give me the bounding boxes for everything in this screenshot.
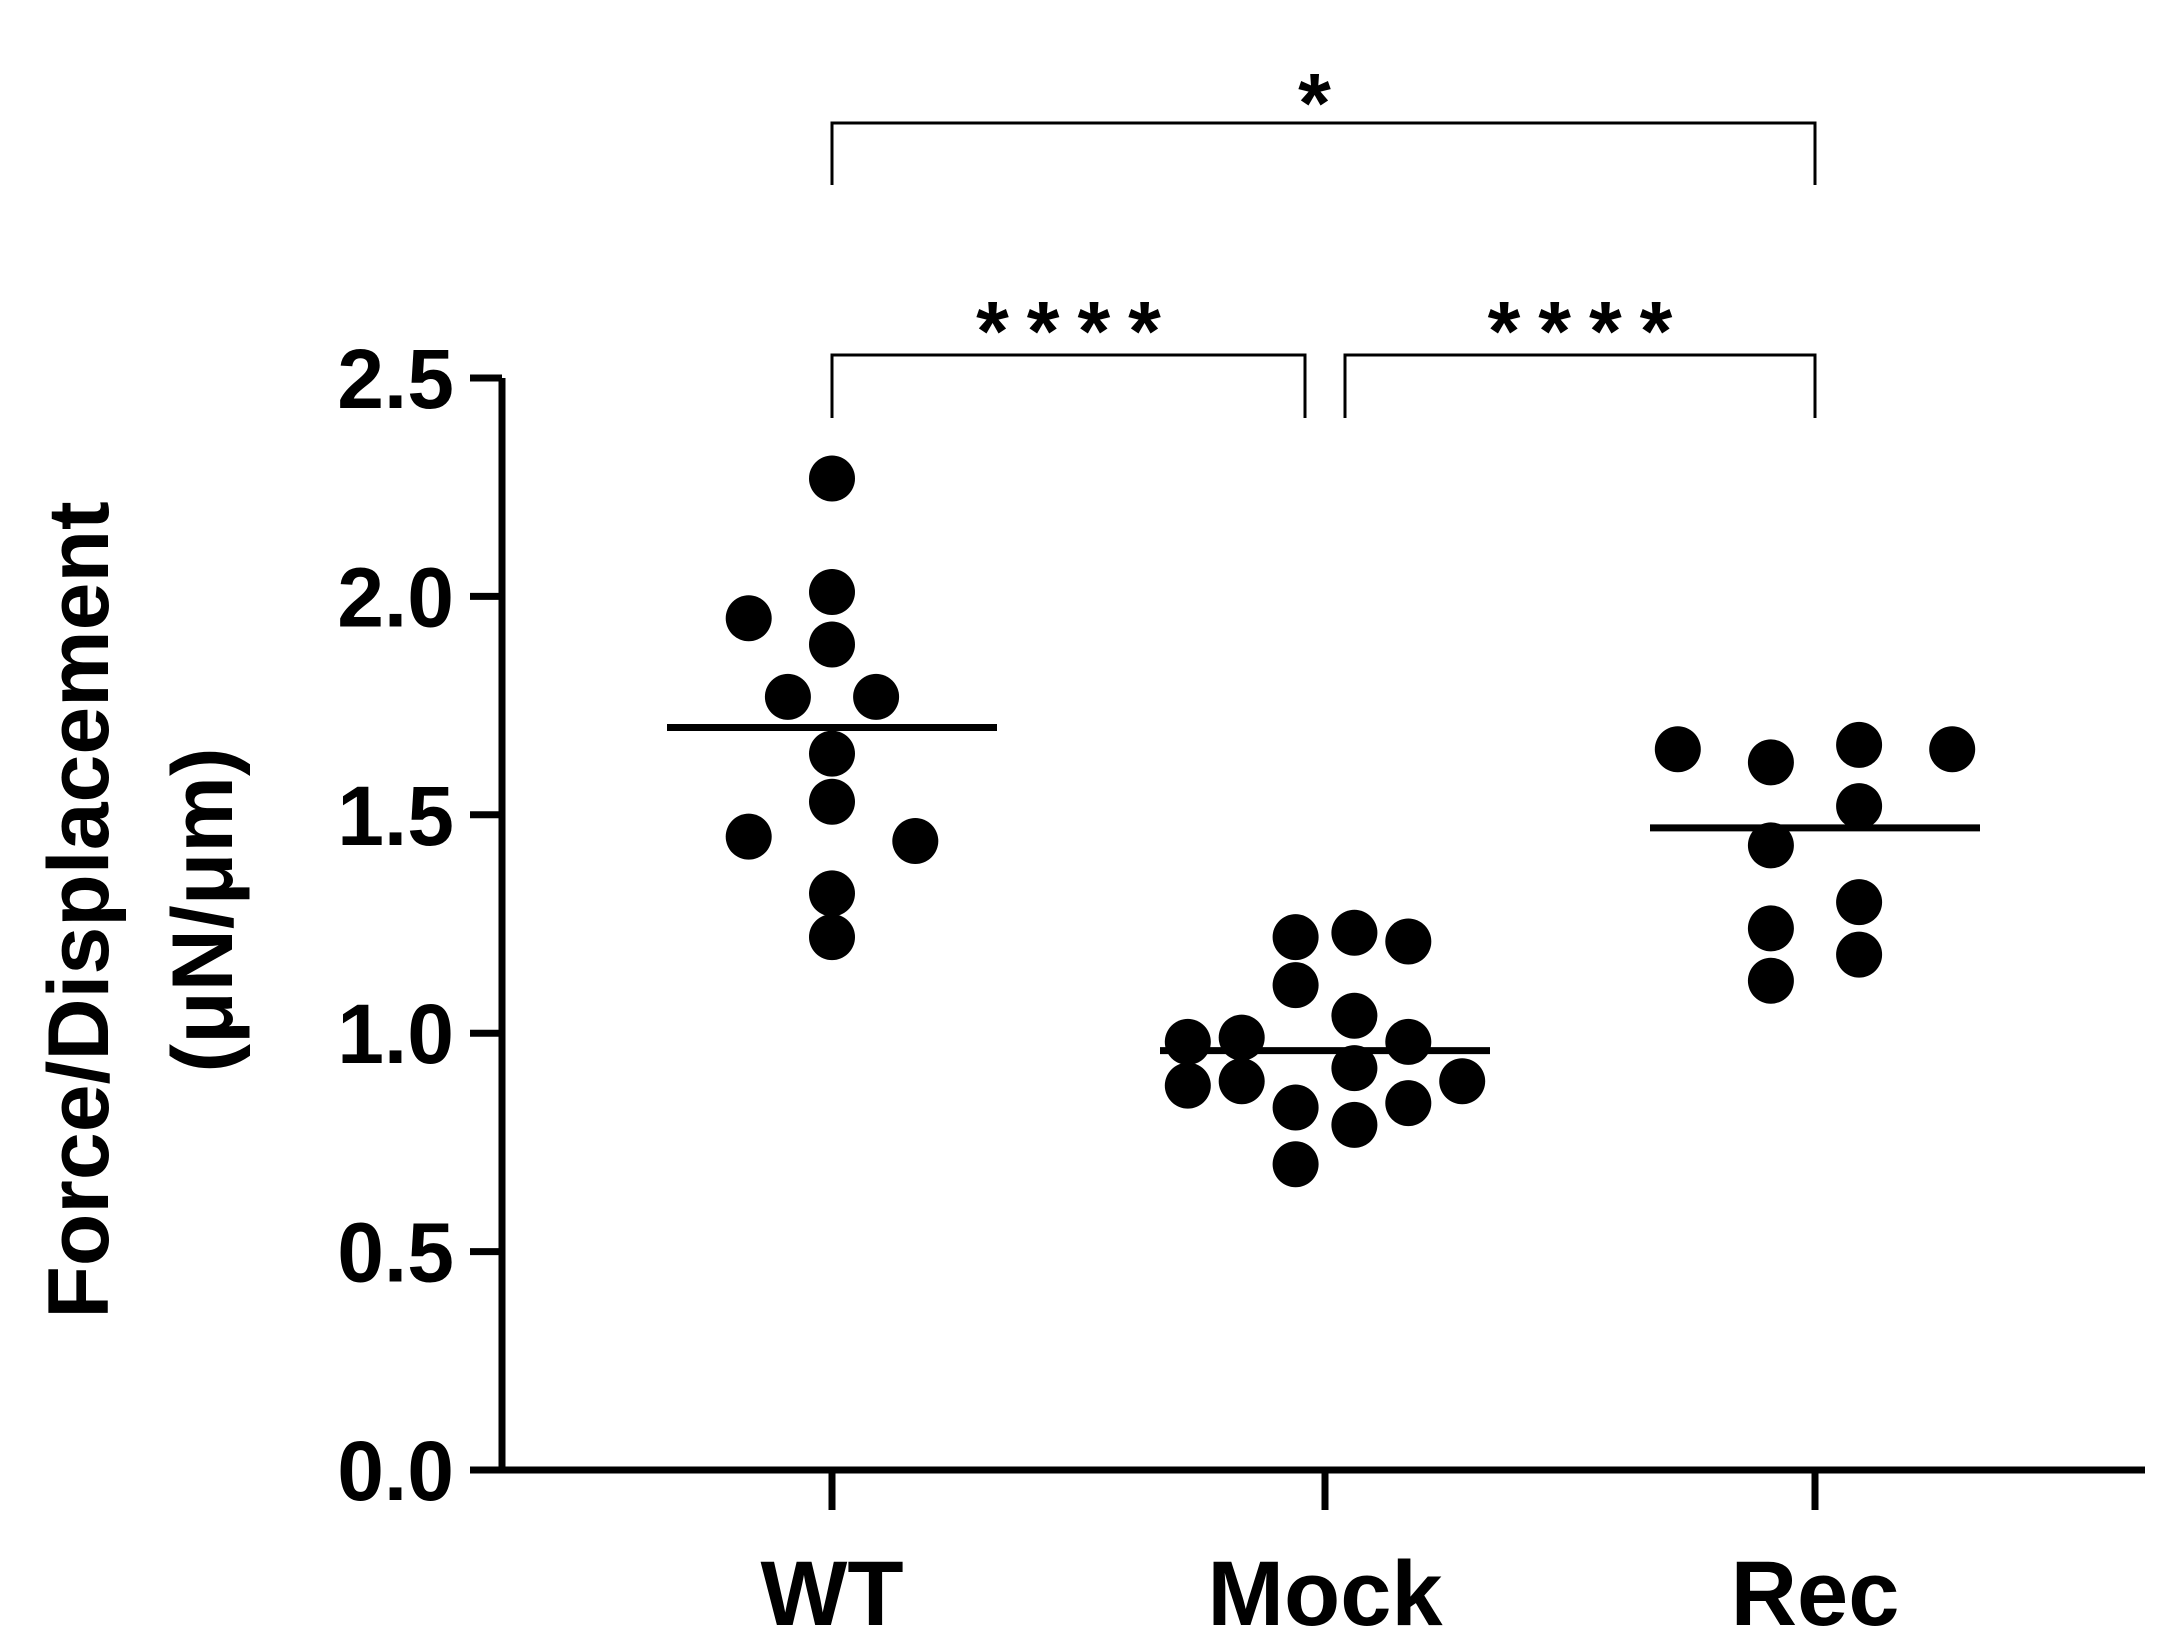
data-point bbox=[1836, 721, 1883, 768]
data-point bbox=[1385, 918, 1432, 965]
data-point bbox=[1439, 1058, 1486, 1105]
data-point bbox=[1218, 1058, 1265, 1105]
y-tick-label: 2.0 bbox=[337, 550, 454, 644]
significance-label: **** bbox=[976, 284, 1179, 378]
data-point bbox=[1747, 822, 1794, 869]
data-point bbox=[809, 730, 855, 777]
data-point bbox=[1164, 1018, 1211, 1065]
data-point bbox=[1331, 992, 1378, 1039]
axes: 0.0 0.5 1.0 1.5 2.0 2.5 WT Mock Rec bbox=[337, 332, 2145, 1645]
data-point bbox=[1836, 879, 1883, 926]
data-point bbox=[1385, 1018, 1432, 1065]
y-tick-label: 0.0 bbox=[337, 1424, 454, 1518]
data-point bbox=[809, 455, 855, 502]
data-point bbox=[1747, 739, 1794, 786]
data-point bbox=[725, 595, 772, 642]
data-point bbox=[1272, 1141, 1319, 1188]
data-point bbox=[1929, 726, 1976, 773]
data-point bbox=[809, 621, 855, 668]
data-point bbox=[1331, 1045, 1378, 1092]
data-marks bbox=[667, 455, 1980, 1188]
significance-label: **** bbox=[1488, 284, 1691, 378]
data-point bbox=[1331, 909, 1378, 956]
data-point bbox=[809, 778, 855, 825]
data-point bbox=[1836, 931, 1883, 978]
x-tick-label: WT bbox=[760, 1543, 903, 1645]
y-tick-label: 1.0 bbox=[337, 987, 454, 1081]
data-point bbox=[1331, 1101, 1378, 1148]
data-point bbox=[1747, 957, 1794, 1004]
y-tick-label: 1.5 bbox=[337, 769, 454, 863]
data-point bbox=[809, 914, 855, 961]
significance-annotations: **** ***** bbox=[830, 56, 1817, 418]
data-point bbox=[853, 673, 900, 720]
y-tick-label: 0.5 bbox=[337, 1206, 454, 1300]
data-point bbox=[764, 673, 811, 720]
y-axis-unit: (μN/μm) bbox=[155, 748, 251, 1073]
data-point bbox=[725, 813, 772, 860]
data-point bbox=[1272, 1084, 1319, 1131]
data-point bbox=[1747, 905, 1794, 952]
x-tick-label: Mock bbox=[1207, 1543, 1443, 1645]
data-point bbox=[892, 818, 939, 865]
data-point bbox=[1385, 1080, 1432, 1127]
data-point bbox=[1164, 1062, 1211, 1109]
significance-label: * bbox=[1298, 56, 1349, 150]
y-tick-label: 2.5 bbox=[337, 332, 454, 426]
y-axis-title: Force/Displacement bbox=[31, 501, 127, 1318]
data-point bbox=[1272, 962, 1319, 1009]
x-tick-label: Rec bbox=[1731, 1543, 1900, 1645]
significance-bracket bbox=[830, 353, 1307, 418]
data-point bbox=[1272, 914, 1319, 961]
data-point bbox=[809, 870, 855, 917]
significance-bracket bbox=[830, 121, 1817, 185]
data-point bbox=[1836, 783, 1883, 830]
data-point bbox=[1654, 726, 1701, 773]
significance-bracket bbox=[1343, 353, 1817, 418]
data-point bbox=[809, 569, 855, 616]
